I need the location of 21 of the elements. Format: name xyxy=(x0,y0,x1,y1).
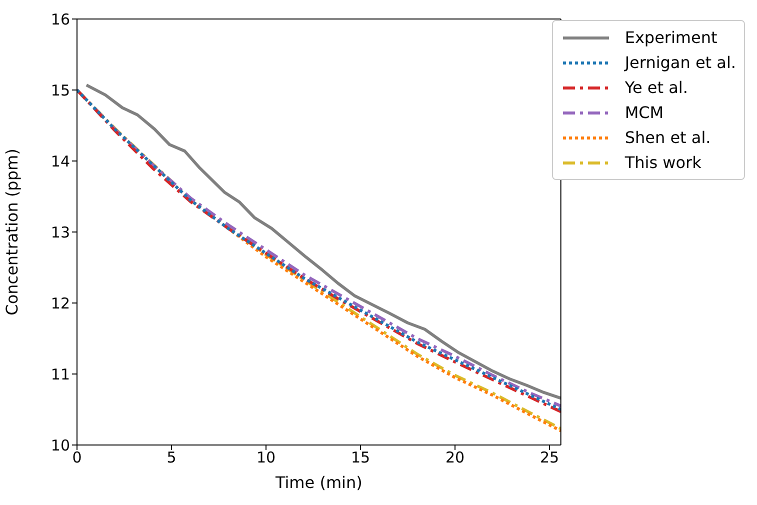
legend-label: Jernigan et al. xyxy=(624,53,736,72)
y-axis-title: Concentration (ppm) xyxy=(2,148,22,316)
y-tick-label: 12 xyxy=(50,294,70,312)
y-tick-label: 10 xyxy=(50,436,70,454)
legend-label: Shen et al. xyxy=(624,128,711,147)
legend-label: Ye et al. xyxy=(624,78,688,97)
x-tick-label: 15 xyxy=(350,448,370,467)
legend-label: Experiment xyxy=(624,28,718,47)
y-tick-label: 14 xyxy=(50,152,70,170)
x-axis-title: Time (min) xyxy=(274,473,362,492)
y-tick-label: 16 xyxy=(50,10,70,28)
x-tick-label: 20 xyxy=(445,448,465,467)
x-tick-label: 5 xyxy=(166,448,176,467)
x-tick-label: 10 xyxy=(256,448,276,467)
legend-label: This work xyxy=(624,153,702,172)
y-tick-label: 13 xyxy=(50,223,70,242)
y-tick-label: 15 xyxy=(50,81,70,100)
x-tick-label: 0 xyxy=(72,448,82,467)
x-tick-label: 25 xyxy=(540,448,560,467)
legend-label: MCM xyxy=(624,103,664,122)
y-tick-label: 11 xyxy=(50,365,70,384)
